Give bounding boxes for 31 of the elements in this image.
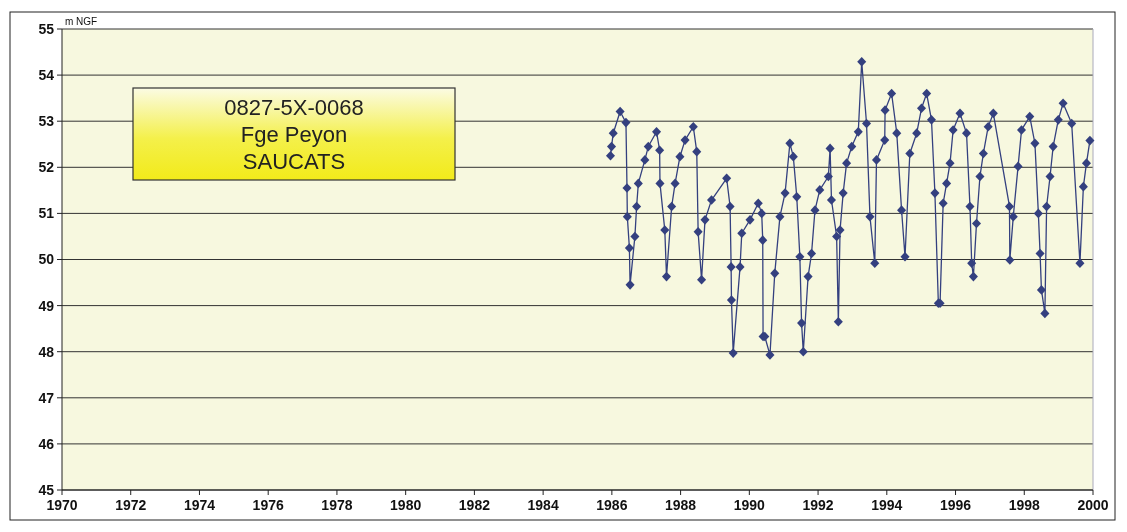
y-tick-label: 52 [38, 159, 55, 176]
x-tick-label: 1976 [252, 497, 284, 513]
y-tick-label: 53 [38, 113, 55, 130]
x-tick-label: 1996 [939, 497, 972, 513]
x-tick-label: 1972 [115, 497, 147, 513]
annotation: 0827-5X-0068 [224, 94, 364, 120]
y-tick-label: 45 [38, 481, 55, 498]
y-tick-label: 46 [38, 435, 55, 452]
x-tick-label: 1980 [390, 497, 422, 513]
x-tick-label: 1982 [458, 497, 491, 513]
x-tick-label: 1978 [321, 497, 353, 513]
x-tick-label: 1992 [802, 497, 834, 513]
annotation: SAUCATS [242, 148, 346, 174]
x-tick-label: 1990 [733, 497, 766, 513]
annotation: Fge Peyon [240, 121, 348, 147]
x-tick-label: 1998 [1008, 497, 1041, 513]
x-tick-label: 1974 [183, 497, 216, 513]
y-tick-label: 51 [38, 205, 55, 222]
y-tick-label: 50 [38, 251, 55, 268]
x-tick-label: 1986 [596, 497, 628, 513]
y-tick-label: 48 [38, 343, 55, 360]
y-tick-label: 54 [38, 67, 55, 83]
x-tick-label: 1984 [527, 497, 559, 513]
y-tick-label: 49 [38, 297, 55, 314]
x-tick-label: 1994 [871, 497, 903, 513]
x-tick-label: 1988 [665, 497, 697, 513]
x-tick-label: 2000 [1077, 497, 1109, 513]
y-axis-title: m NGF [65, 16, 98, 27]
y-tick-label: 55 [38, 20, 55, 37]
x-tick-label: 1970 [46, 497, 78, 513]
y-tick-label: 47 [38, 389, 55, 406]
